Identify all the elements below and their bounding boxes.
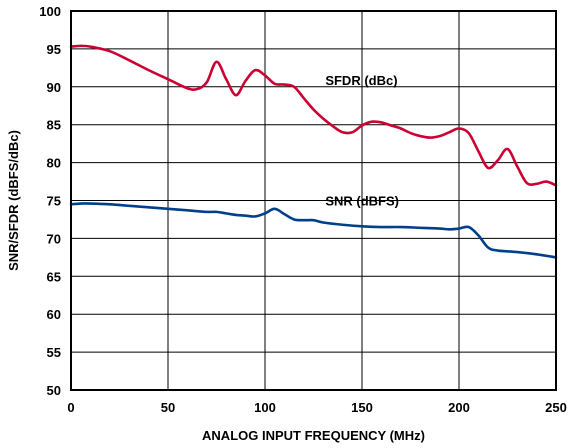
series-annotations: SFDR (dBc) SNR (dBFS) — [325, 73, 399, 209]
y-axis-title: SNR/SFDR (dBFS/dBc) — [6, 130, 21, 271]
grid-lines — [71, 11, 556, 390]
y-tick-label: 60 — [47, 307, 61, 322]
y-tick-labels: 50 55 60 65 70 75 80 85 90 95 100 — [39, 4, 61, 398]
y-tick-label: 95 — [47, 42, 61, 57]
x-tick-label: 0 — [67, 400, 74, 415]
x-tick-label: 50 — [161, 400, 175, 415]
series-annotation: SNR (dBFS) — [325, 194, 399, 209]
snr-dbfs-line — [69, 202, 558, 259]
x-tick-label: 150 — [351, 400, 373, 415]
series-lines — [69, 44, 558, 259]
y-tick-label: 50 — [47, 383, 61, 398]
y-tick-label: 55 — [47, 345, 61, 360]
x-tick-label: 100 — [254, 400, 276, 415]
plot-frame — [70, 10, 557, 391]
x-tick-label: 250 — [545, 400, 567, 415]
y-tick-label: 70 — [47, 231, 61, 246]
x-tick-labels: 0 50 100 150 200 250 — [67, 400, 566, 415]
series-annotation: SFDR (dBc) — [325, 73, 397, 88]
x-axis-title: ANALOG INPUT FREQUENCY (MHz) — [202, 428, 425, 443]
sfdr-dbc-line — [69, 44, 558, 187]
y-tick-label: 75 — [47, 194, 61, 209]
x-tick-label: 200 — [448, 400, 470, 415]
y-tick-label: 80 — [47, 156, 61, 171]
y-tick-label: 90 — [47, 80, 61, 95]
y-tick-label: 65 — [47, 269, 61, 284]
y-tick-label: 85 — [47, 118, 61, 133]
y-tick-label: 100 — [39, 4, 61, 19]
